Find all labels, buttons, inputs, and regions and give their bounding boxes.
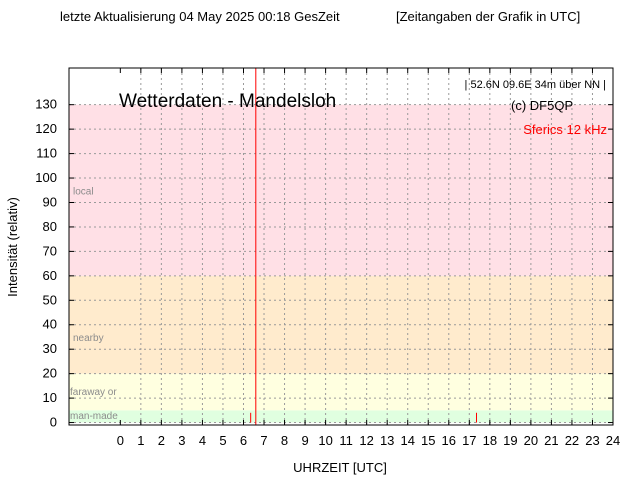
x-tick-label-13: 13 <box>380 433 394 448</box>
y-tick-label-0: 0 <box>50 415 57 430</box>
y-tick-label-50: 50 <box>43 292 57 307</box>
x-tick-label-3: 3 <box>178 433 185 448</box>
x-tick-label-16: 16 <box>442 433 456 448</box>
x-tick-label-6: 6 <box>240 433 247 448</box>
sferics-series <box>250 68 477 425</box>
y-tick-label-80: 80 <box>43 219 57 234</box>
x-tick-label-7: 7 <box>260 433 267 448</box>
y-tick-label-70: 70 <box>43 243 57 258</box>
y-tick-label-100: 100 <box>35 170 57 185</box>
x-tick-label-19: 19 <box>503 433 517 448</box>
x-tick-label-15: 15 <box>421 433 435 448</box>
x-tick-label-5: 5 <box>219 433 226 448</box>
copyright-text: (c) DF5QP <box>511 98 573 113</box>
series-label: Sferics 12 kHz <box>523 122 607 137</box>
x-tick-label-23: 23 <box>585 433 599 448</box>
x-tick-label-18: 18 <box>483 433 497 448</box>
location-text: | 52.6N 09.6E 34m über NN | <box>465 79 606 91</box>
x-tick-label-12: 12 <box>359 433 373 448</box>
x-tick-label-17: 17 <box>462 433 476 448</box>
y-tick-label-30: 30 <box>43 341 57 356</box>
y-tick-label-90: 90 <box>43 194 57 209</box>
x-tick-label-20: 20 <box>524 433 538 448</box>
x-tick-label-8: 8 <box>281 433 288 448</box>
x-tick-label-9: 9 <box>301 433 308 448</box>
band-3 <box>69 104 613 276</box>
plot-frame <box>68 67 614 426</box>
last-update-text: letzte Aktualisierung 04 May 2025 00:18 … <box>60 9 340 24</box>
y-tick-label-40: 40 <box>43 317 57 332</box>
grid-lines <box>69 68 613 425</box>
x-tick-label-1: 1 <box>137 433 144 448</box>
utc-note-text: [Zeitangaben der Grafik in UTC] <box>396 9 581 24</box>
y-tick-label-20: 20 <box>43 366 57 381</box>
x-tick-label-0: 0 <box>117 433 124 448</box>
band-label-2: nearby <box>73 333 104 344</box>
x-tick-label-14: 14 <box>400 433 414 448</box>
x-tick-label-24: 24 <box>606 433 620 448</box>
x-tick-label-2: 2 <box>158 433 165 448</box>
y-tick-label-10: 10 <box>43 390 57 405</box>
band-0 <box>69 410 613 423</box>
x-axis-label: UHRZEIT [UTC] <box>293 460 387 475</box>
x-tick-label-21: 21 <box>544 433 558 448</box>
x-tick-label-4: 4 <box>199 433 206 448</box>
band-label-3: local <box>73 186 94 197</box>
x-tick-label-22: 22 <box>565 433 579 448</box>
x-tick-label-10: 10 <box>318 433 332 448</box>
y-tick-label-110: 110 <box>36 146 57 161</box>
chart-title: Wetterdaten - Mandelsloh <box>119 91 336 112</box>
y-tick-label-60: 60 <box>43 268 57 283</box>
y-axis-label: Intensität (relativ) <box>5 197 20 297</box>
band-1 <box>69 373 613 411</box>
y-tick-label-130: 130 <box>35 97 57 112</box>
y-tick-label-120: 120 <box>35 121 57 136</box>
intensity-bands: man-made faraway or nearby local <box>69 104 613 423</box>
band-label-0: man-made <box>70 411 118 422</box>
x-tick-label-11: 11 <box>339 433 353 448</box>
band-label-1: faraway or <box>70 387 117 398</box>
